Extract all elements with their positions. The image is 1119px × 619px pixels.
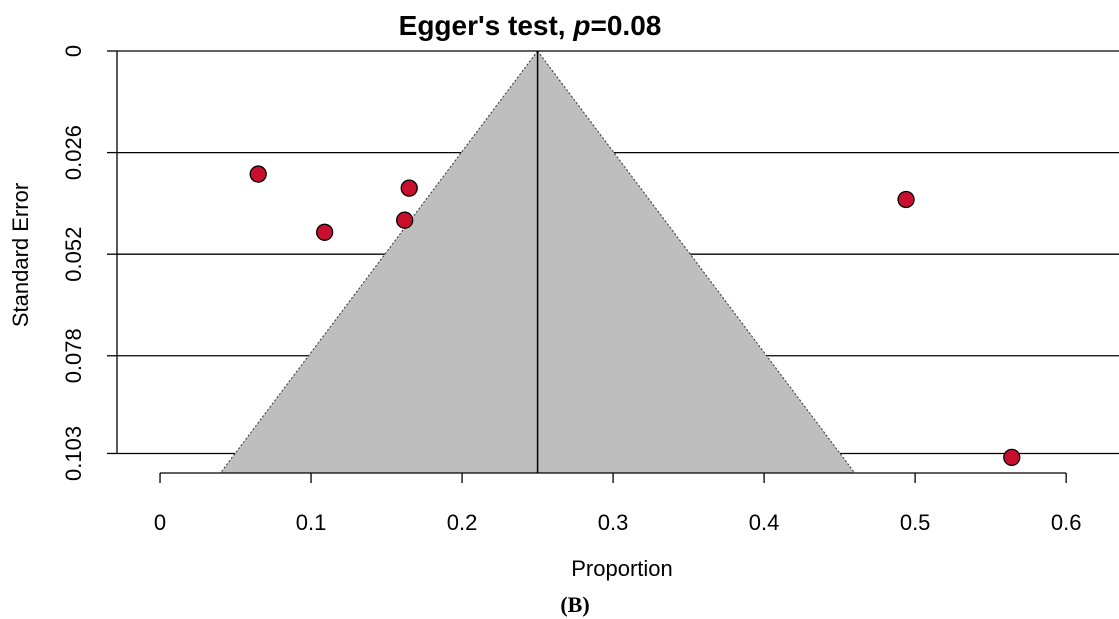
y-tick-label: 0.026 bbox=[61, 125, 86, 180]
x-tick-label: 0 bbox=[154, 510, 166, 535]
study-point bbox=[396, 211, 414, 229]
x-tick-label: 0.5 bbox=[900, 510, 931, 535]
study-point bbox=[249, 165, 267, 183]
x-tick-label: 0.6 bbox=[1051, 510, 1082, 535]
x-tick-label: 0.3 bbox=[598, 510, 629, 535]
chart-title: Egger's test, p=0.08 bbox=[399, 10, 662, 41]
x-tick-label: 0.4 bbox=[749, 510, 780, 535]
study-point bbox=[400, 179, 418, 197]
y-tick-label: 0.078 bbox=[61, 328, 86, 383]
y-tick-label: 0.052 bbox=[61, 227, 86, 282]
title-part: Egger's test, bbox=[399, 10, 574, 41]
x-tick-label: 0.2 bbox=[447, 510, 478, 535]
study-point bbox=[315, 223, 334, 241]
y-tick-label: 0.103 bbox=[61, 426, 86, 481]
x-axis-label: Proportion bbox=[571, 556, 673, 581]
study-point bbox=[897, 190, 915, 209]
title-part: p bbox=[572, 10, 590, 41]
x-tick-label: 0.1 bbox=[296, 510, 327, 535]
study-point bbox=[1003, 448, 1021, 467]
caption: (B) bbox=[560, 592, 589, 617]
y-axis-label: Standard Error bbox=[8, 183, 33, 327]
title-part: =0.08 bbox=[590, 10, 661, 41]
y-tick-label: 0 bbox=[61, 45, 86, 57]
